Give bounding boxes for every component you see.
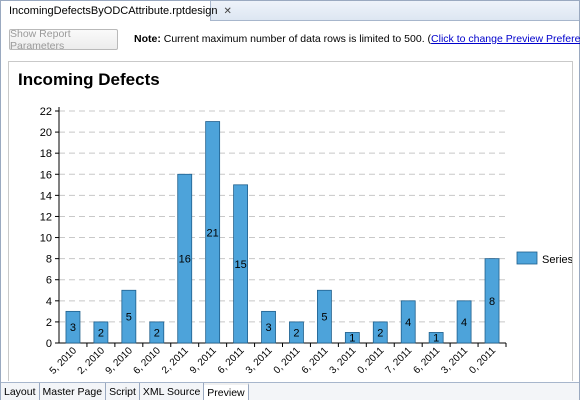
x-tick-label: 7, 2011 xyxy=(383,345,414,376)
data-label: 16 xyxy=(179,254,191,266)
bar xyxy=(344,332,360,344)
x-tick-label: 6, 2011 xyxy=(216,345,247,376)
editor-tab[interactable]: IncomingDefectsByODCAttribute.rptdesign … xyxy=(1,1,232,21)
x-tick-label: 3, 2011 xyxy=(328,345,359,376)
y-tick-label: 6 xyxy=(46,275,52,287)
tab-master-page[interactable]: Master Page xyxy=(40,383,107,400)
x-tick-label: 9, 2011 xyxy=(188,345,219,376)
x-tick-label: 5, 2010 xyxy=(48,345,80,377)
x-tick-label: 0, 2011 xyxy=(467,345,498,376)
bottom-tab-bar: Layout Master Page Script XML Source Preview xyxy=(1,382,579,400)
note-label: Note: xyxy=(134,33,161,45)
data-label: 8 xyxy=(489,296,495,308)
note-text: Current maximum number of data rows is l… xyxy=(160,33,432,45)
x-tick-label: 0, 2011 xyxy=(356,345,387,376)
bar xyxy=(456,300,472,344)
x-tick-label: 3, 2011 xyxy=(244,345,275,376)
data-label: 1 xyxy=(349,333,355,345)
bar xyxy=(177,173,193,344)
y-tick-label: 18 xyxy=(40,148,52,160)
preview-preferences-link[interactable]: Click to change Preview Preferences xyxy=(431,33,580,45)
row-limit-note: Note: Current maximum number of data row… xyxy=(134,33,580,45)
report-preview: Incoming Defects 0 2 4 6 8 10 12 14 16 18 20 22 3 5, … xyxy=(8,61,573,381)
report-title: Incoming Defects xyxy=(18,70,160,89)
data-label: 2 xyxy=(154,327,160,339)
data-label: 4 xyxy=(461,317,467,329)
y-tick-label: 10 xyxy=(40,233,52,245)
x-tick-label: 2, 2011 xyxy=(160,345,191,376)
data-label: 15 xyxy=(234,259,246,271)
data-label: 2 xyxy=(377,327,383,339)
legend-swatch xyxy=(516,251,538,265)
data-label: 5 xyxy=(126,312,132,324)
bar xyxy=(149,321,165,344)
bar xyxy=(261,310,276,344)
data-label: 5 xyxy=(321,312,327,324)
data-label: 1 xyxy=(433,333,439,345)
x-tick-label: 2, 2010 xyxy=(76,345,108,377)
bar xyxy=(289,321,304,344)
x-tick-label: 6, 2010 xyxy=(132,345,164,377)
tab-preview[interactable]: Preview xyxy=(204,383,249,400)
y-tick-label: 2 xyxy=(46,317,52,329)
bar xyxy=(317,289,332,344)
x-tick-label: 9, 2010 xyxy=(104,345,136,377)
data-label: 4 xyxy=(405,317,411,329)
y-tick-label: 20 xyxy=(40,127,52,139)
bar xyxy=(65,310,81,344)
data-label: 3 xyxy=(70,322,76,334)
bar xyxy=(121,289,137,344)
data-label: 2 xyxy=(98,327,104,339)
y-tick-label: 4 xyxy=(46,296,52,308)
bar xyxy=(93,321,109,344)
show-report-parameters-button[interactable]: Show Report Parameters xyxy=(9,28,118,52)
bar xyxy=(400,300,416,344)
y-tick-label: 14 xyxy=(40,190,52,202)
x-tick-label: 3, 2011 xyxy=(439,345,470,376)
y-tick-label: 8 xyxy=(46,254,52,266)
preview-toolbar: Show Report Parameters Note: Current max… xyxy=(1,22,580,57)
legend-label: Series 1 xyxy=(542,254,573,266)
y-tick-label: 22 xyxy=(40,106,52,118)
data-label: 3 xyxy=(265,322,271,334)
tab-xml-source[interactable]: XML Source xyxy=(140,383,205,400)
x-tick-label: 6, 2011 xyxy=(411,345,442,376)
y-tick-label: 16 xyxy=(40,169,52,181)
close-icon[interactable]: ✕ xyxy=(223,5,232,17)
tab-script[interactable]: Script xyxy=(106,383,140,400)
bar xyxy=(205,121,221,344)
editor-tab-label: IncomingDefectsByODCAttribute.rptdesign xyxy=(9,5,218,17)
data-label: 2 xyxy=(293,327,299,339)
x-tick-label: 6, 2011 xyxy=(300,345,331,376)
x-tick-label: 0, 2011 xyxy=(272,345,303,376)
bar xyxy=(484,258,500,344)
editor-tab-bar: IncomingDefectsByODCAttribute.rptdesign … xyxy=(1,1,579,21)
y-tick-label: 12 xyxy=(40,211,52,223)
y-tick-label: 0 xyxy=(46,338,52,350)
bar xyxy=(233,184,248,344)
bar xyxy=(428,332,444,344)
tab-layout[interactable]: Layout xyxy=(1,383,40,400)
data-label: 21 xyxy=(207,227,219,239)
bar xyxy=(372,321,388,344)
